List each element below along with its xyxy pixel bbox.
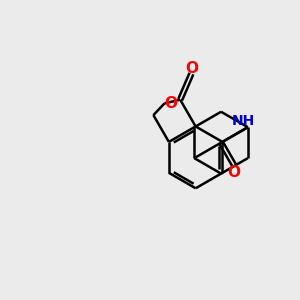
Text: O: O [164, 96, 178, 111]
Text: O: O [185, 61, 198, 76]
Text: O: O [227, 165, 240, 180]
Text: NH: NH [232, 114, 255, 128]
